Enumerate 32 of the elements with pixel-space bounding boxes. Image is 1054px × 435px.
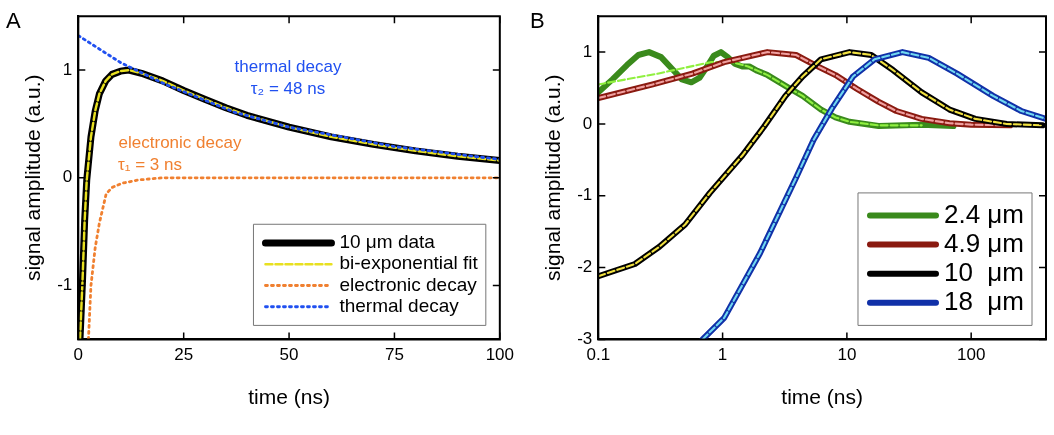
legend-label: 4.9 μm [943,227,1025,258]
legend-label: electronic decay [339,273,478,295]
legend-label: 10 μm data [339,231,436,253]
x-tick-label: 1 [717,345,728,365]
annotation: thermal decay [234,56,342,76]
x-axis-title: time (ns) [248,385,330,409]
y-tick-label: -2 [577,257,593,277]
x-axis-title: time (ns) [781,385,863,409]
y-tick-label: 1 [62,59,73,79]
x-tick-label: 50 [279,345,299,365]
legend-label: bi-exponential fit [339,252,479,274]
text: B [530,8,545,34]
text: A [6,8,21,34]
annotation: electronic decay [118,132,242,152]
y-tick-label: -1 [577,185,593,205]
x-tick-label: 100 [956,345,986,365]
y-tick-label: 1 [582,41,593,61]
y-tick-label: 0 [62,167,73,187]
y-axis-title: signal amplitude (a.u.) [21,74,45,282]
y-tick-label: 0 [582,113,593,133]
x-tick-label: 75 [384,345,404,365]
annotation: τ₁ = 3 ns [118,154,182,174]
y-axis-title: signal amplitude (a.u.) [541,74,565,282]
legend-label: 2.4 μm [943,198,1025,229]
legend-label: 18 μm [943,286,1025,317]
x-tick-label: 100 [485,345,515,365]
x-tick-label: 25 [174,345,194,365]
legend-label: thermal decay [339,294,460,316]
legend-label: 10 μm [943,256,1025,287]
annotation: τ₂ = 48 ns [250,78,326,98]
x-tick-label: 10 [837,345,857,365]
y-tick-label: -1 [57,275,73,295]
